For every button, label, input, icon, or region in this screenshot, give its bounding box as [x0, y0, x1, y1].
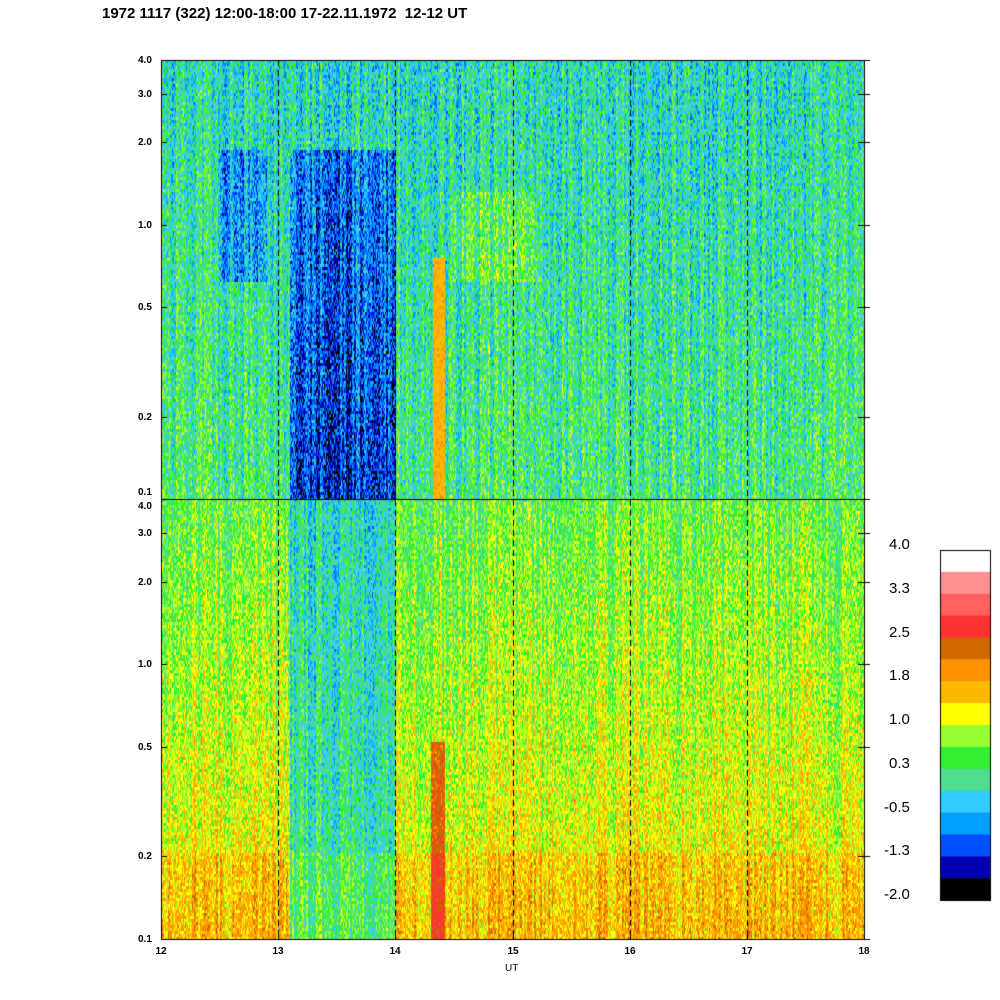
chart-title: 1972 1117 (322) 12:00-18:00 17-22.11.197… [102, 5, 468, 22]
x-axis-label: UT [505, 963, 519, 974]
